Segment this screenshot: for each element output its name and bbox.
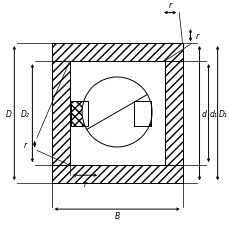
Polygon shape: [134, 101, 150, 126]
Text: d: d: [201, 109, 206, 118]
Polygon shape: [51, 62, 69, 165]
Text: r: r: [24, 140, 27, 149]
Polygon shape: [51, 44, 182, 62]
Text: B: B: [114, 211, 119, 221]
Polygon shape: [164, 62, 182, 165]
Text: r: r: [195, 32, 198, 41]
Text: r: r: [83, 179, 86, 188]
Text: r: r: [168, 1, 171, 10]
Polygon shape: [51, 165, 182, 183]
Circle shape: [82, 78, 151, 147]
Text: D₁: D₁: [218, 109, 227, 118]
Text: d₁: d₁: [209, 109, 217, 118]
Text: D₂: D₂: [21, 109, 30, 118]
Polygon shape: [71, 101, 87, 126]
Text: D: D: [6, 109, 11, 118]
